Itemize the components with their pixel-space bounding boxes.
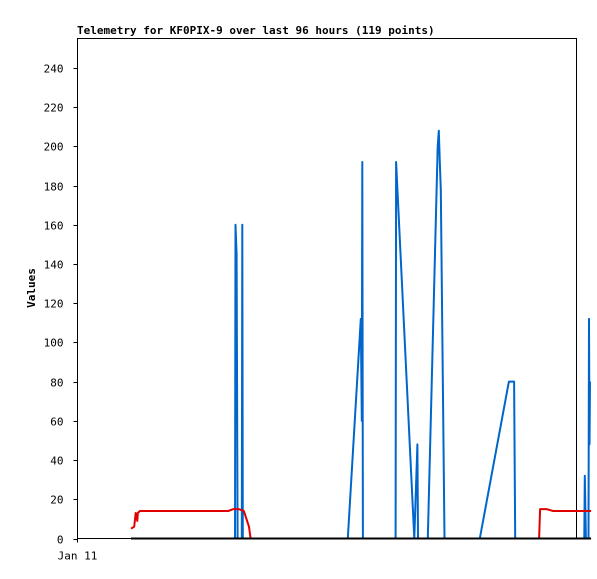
y-tick-label: 160 <box>44 220 64 233</box>
y-tick-label: 100 <box>44 337 64 350</box>
y-axis-label: Values <box>25 268 38 308</box>
y-tick-label: 20 <box>50 494 63 507</box>
y-tick-label: 180 <box>44 181 64 194</box>
y-axis: 0 20 40 60 80 100 120 140 160 180 200 220 240 <box>44 63 78 547</box>
y-tick-label: 220 <box>44 102 64 115</box>
series-line-2 <box>130 508 592 539</box>
series-line-1 <box>131 129 591 540</box>
y-tick-label: 40 <box>50 455 63 468</box>
y-tick-label: 80 <box>50 377 63 390</box>
x-tick-label: Jan 11 <box>58 550 98 563</box>
y-tick-label: 0 <box>57 534 64 547</box>
series-layer <box>130 129 592 540</box>
x-axis: Jan 11 <box>58 538 98 563</box>
y-tick-label: 140 <box>44 259 64 272</box>
chart-title: Telemetry for KF0PIX-9 over last 96 hour… <box>77 24 435 37</box>
y-tick-label: 200 <box>44 141 64 154</box>
y-tick-label: 120 <box>44 298 64 311</box>
y-tick-label: 60 <box>50 416 63 429</box>
y-tick-label: 240 <box>44 63 64 76</box>
plot-area-frame <box>77 38 577 539</box>
